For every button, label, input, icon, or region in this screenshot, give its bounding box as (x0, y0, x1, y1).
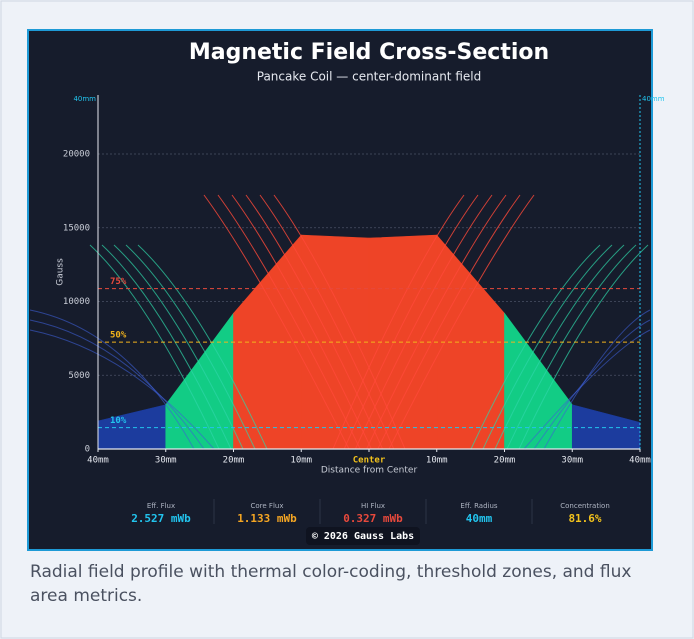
y-tick-label: 15000 (63, 223, 90, 233)
threshold-label: 10% (110, 416, 127, 426)
metric-label: Eff. Radius (460, 502, 498, 510)
metric-value: 1.133 mWb (237, 512, 297, 525)
threshold-label: 75% (110, 277, 127, 287)
y-axis-label: Gauss (56, 258, 66, 286)
x-axis-label: Distance from Center (321, 466, 418, 476)
x-tick-label: 30mm (155, 456, 177, 466)
caption: Radial field profile with thermal color-… (30, 560, 670, 608)
y-tick-label: 5000 (68, 371, 90, 381)
y-tick-label: 20000 (63, 150, 90, 160)
y-tick-label: 0 (85, 445, 90, 455)
metric-label: Eff. Flux (147, 502, 175, 510)
metric-value: 0.327 mWb (343, 512, 403, 525)
axis-end-label: 40mm (642, 95, 665, 103)
metric-value: 40mm (466, 512, 493, 525)
x-tick-label: 30mm (561, 456, 583, 466)
chart: Magnetic Field Cross-Section Pancake Coi… (0, 0, 694, 639)
x-tick-label: 10mm (290, 456, 312, 466)
footer: © 2026 Gauss Labs (312, 531, 414, 542)
axis-end-label: 40mm (73, 95, 96, 103)
chart-subtitle: Pancake Coil — center-dominant field (257, 70, 481, 84)
metric-label: Core Flux (251, 502, 284, 510)
threshold-label: 50% (110, 331, 127, 341)
metric-label: HI Flux (361, 502, 385, 510)
x-tick-label: 10mm (426, 456, 448, 466)
metric-value: 81.6% (568, 512, 601, 525)
chart-title: Magnetic Field Cross-Section (189, 40, 549, 65)
x-tick-label: Center (353, 456, 386, 466)
x-tick-label: 20mm (223, 456, 245, 466)
metric-label: Concentration (560, 502, 610, 510)
y-tick-label: 10000 (63, 297, 90, 307)
x-tick-label: 20mm (494, 456, 516, 466)
metric-value: 2.527 mWb (131, 512, 191, 525)
x-tick-label: 40mm (629, 456, 651, 466)
x-tick-label: 40mm (87, 456, 109, 466)
page: Magnetic Field Cross-Section Pancake Coi… (0, 0, 694, 639)
